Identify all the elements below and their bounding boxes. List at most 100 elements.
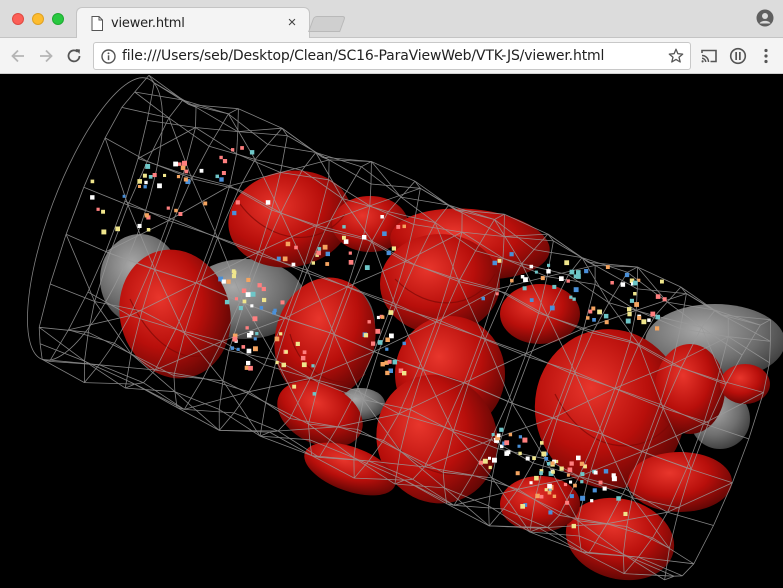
- wireframe-edge: [671, 328, 681, 365]
- reload-icon[interactable]: [64, 46, 84, 66]
- particle: [312, 392, 317, 396]
- particle: [532, 456, 536, 460]
- particle: [392, 359, 398, 365]
- address-bar[interactable]: file:///Users/seb/Desktop/Clean/SC16-Par…: [93, 42, 691, 70]
- particle: [257, 283, 262, 288]
- wireframe-edge: [195, 106, 239, 132]
- wireframe-edge: [627, 266, 638, 273]
- wireframe-edge: [306, 229, 326, 271]
- wireframe-edge: [442, 431, 454, 473]
- tab-close-icon[interactable]: ×: [287, 14, 297, 31]
- wireframe-edge: [504, 213, 549, 235]
- particle: [183, 177, 188, 182]
- wireframe-edge: [308, 423, 311, 440]
- wireframe-edge: [284, 286, 348, 319]
- wireframe-edge: [368, 460, 425, 468]
- wireframe-edge: [490, 417, 553, 441]
- wireframe-edge: [533, 233, 549, 250]
- cast-icon[interactable]: [700, 47, 718, 65]
- wireframe-edge: [134, 91, 170, 119]
- wireframe-edge: [388, 211, 436, 223]
- particle: [348, 260, 354, 265]
- window-zoom-button[interactable]: [52, 13, 64, 25]
- wireframe-edge: [491, 477, 536, 501]
- wireframe-edge: [173, 333, 185, 376]
- particle: [300, 355, 306, 361]
- wireframe-edge: [105, 200, 126, 252]
- wireframe-edge: [588, 261, 638, 268]
- particle: [541, 451, 547, 457]
- particle: [240, 146, 244, 150]
- wireframe-edge: [195, 127, 238, 132]
- wireframe-edge: [641, 404, 661, 452]
- wireframe-edge: [481, 337, 527, 354]
- wireframe-edge: [581, 551, 625, 574]
- wireframe-edge: [547, 233, 583, 258]
- particle: [280, 300, 285, 305]
- info-icon[interactable]: [101, 49, 116, 64]
- wireframe-edge: [412, 478, 455, 506]
- forward-icon[interactable]: [36, 46, 56, 66]
- wireframe-edge: [318, 382, 364, 400]
- particle: [569, 480, 573, 484]
- particle: [342, 235, 346, 240]
- extension-icon[interactable]: [729, 47, 747, 65]
- wireframe-edge: [446, 503, 490, 527]
- window-minimize-button[interactable]: [32, 13, 44, 25]
- window-close-button[interactable]: [12, 13, 24, 25]
- wireframe-edge: [238, 108, 283, 129]
- star-icon[interactable]: [668, 48, 684, 64]
- wireframe-edge: [507, 353, 527, 402]
- red-cell-crease: [394, 273, 496, 304]
- wireframe-edge: [763, 362, 770, 393]
- particle: [625, 318, 631, 324]
- tab-viewer[interactable]: viewer.html ×: [76, 7, 310, 39]
- wireframe-edge: [269, 431, 312, 456]
- wireframe-edge: [484, 292, 506, 340]
- wireframe-edge: [259, 402, 267, 437]
- new-tab-button[interactable]: [308, 16, 346, 32]
- particle: [580, 495, 586, 501]
- wireframe-edge: [652, 537, 695, 565]
- particle: [215, 174, 219, 179]
- tab-title: viewer.html: [111, 16, 185, 31]
- particle: [547, 483, 552, 489]
- particle: [163, 173, 167, 177]
- wireframe-edge: [217, 189, 239, 239]
- wireframe-edge: [559, 514, 608, 525]
- url-text[interactable]: file:///Users/seb/Desktop/Clean/SC16-Par…: [122, 48, 605, 64]
- particle: [402, 371, 407, 376]
- wireframe-edge: [361, 161, 372, 168]
- profile-icon[interactable]: [756, 9, 774, 27]
- wireframe-edge: [309, 332, 331, 379]
- wireframe-edge: [124, 158, 139, 202]
- wireframe-edge: [130, 353, 176, 393]
- wireframe-edge: [503, 488, 519, 510]
- particle: [241, 288, 247, 293]
- wireframe-edge: [38, 283, 51, 328]
- wireframe-edge: [420, 187, 456, 211]
- wireframe-edge: [686, 467, 733, 484]
- particle: [262, 297, 267, 303]
- wireframe-edge: [435, 288, 497, 323]
- particle: [504, 440, 510, 446]
- particle: [302, 350, 307, 355]
- wireframe-edge: [261, 255, 308, 271]
- wireframe-edge: [581, 257, 628, 273]
- wireframe-edge: [84, 360, 126, 389]
- menu-icon[interactable]: [757, 47, 775, 65]
- wireframe-edge: [491, 477, 531, 533]
- wireframe-edge: [404, 261, 451, 278]
- particle: [173, 161, 178, 167]
- particle: [546, 269, 551, 274]
- wireframe-edge: [440, 281, 460, 322]
- wireframe-edge: [518, 476, 580, 490]
- blood-vessel-render[interactable]: [0, 74, 783, 588]
- wireframe-edge: [195, 107, 197, 128]
- wireframe-edge: [703, 379, 718, 424]
- wireframe-edge: [666, 286, 682, 303]
- wireframe-edge: [410, 409, 454, 432]
- render-viewport[interactable]: [0, 74, 783, 588]
- back-icon[interactable]: [8, 46, 28, 66]
- wireframe-edge: [588, 523, 608, 554]
